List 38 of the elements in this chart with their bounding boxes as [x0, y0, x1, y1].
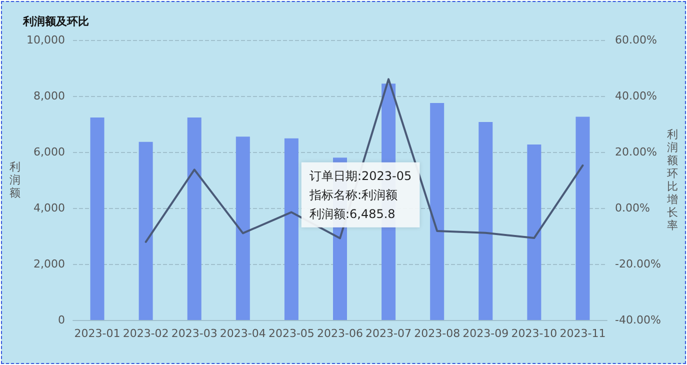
bar — [90, 118, 104, 320]
bar — [430, 103, 444, 320]
y-tick-label: 10,000 — [26, 34, 65, 46]
annotation: 订单日期:2023-05 — [309, 168, 412, 183]
y-tick-label: 4,000 — [34, 202, 65, 214]
bar — [478, 122, 493, 320]
x-tick-label: 2023-01 — [74, 327, 120, 340]
x-tick-label: 2023-03 — [171, 327, 218, 340]
y2-tick-label: 60.00% — [615, 34, 657, 46]
y-axis-title: 利润额 — [10, 160, 21, 200]
y-tick-label: 8,000 — [34, 90, 65, 102]
bar — [576, 116, 590, 320]
annotation: 指标名称:利润额 — [308, 188, 398, 202]
bar — [138, 142, 153, 320]
x-tick-label: 2023-10 — [511, 327, 558, 340]
bar — [284, 138, 298, 320]
x-tick-label: 2023-04 — [220, 327, 266, 340]
y2-axis-title: 利润额环比增长率 — [666, 128, 678, 232]
y2-tick-label: -40.00% — [615, 314, 661, 326]
x-tick-label: 2023-11 — [560, 327, 606, 340]
y2-tick-label: -20.00% — [615, 258, 661, 270]
y-tick-label: 2,000 — [34, 258, 65, 270]
y2-tick-label: 0.00% — [615, 202, 650, 214]
annotation: 利润额:6,485.8 — [309, 206, 396, 221]
bar — [527, 144, 542, 320]
x-tick-label: 2023-07 — [366, 327, 412, 340]
x-tick-label: 2023-09 — [462, 327, 509, 340]
bar — [236, 136, 250, 320]
y-tick-label: 6,000 — [34, 146, 65, 158]
y2-tick-label: 20.00% — [615, 146, 657, 158]
x-tick-label: 2023-05 — [268, 327, 314, 340]
bar — [187, 118, 202, 320]
chart-title: 利润额及环比 — [22, 15, 89, 28]
y2-tick-label: 40.00% — [615, 90, 657, 102]
x-tick-label: 2023-06 — [317, 327, 363, 340]
x-tick-label: 2023-02 — [122, 327, 169, 340]
x-tick-label: 2023-08 — [414, 327, 460, 340]
y-tick-label: 0 — [58, 314, 65, 326]
